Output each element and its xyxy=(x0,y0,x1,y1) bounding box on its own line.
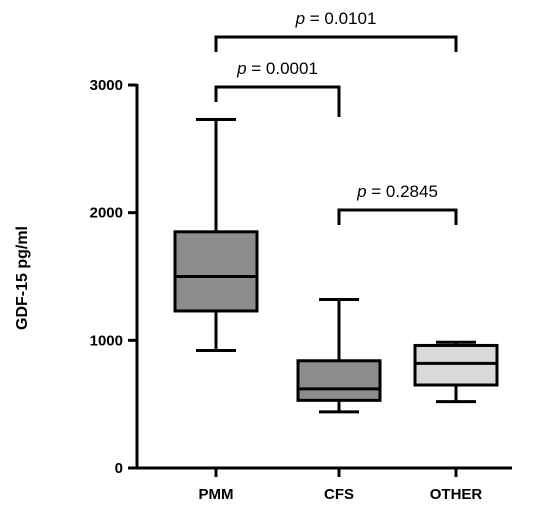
significance-bracket xyxy=(337,208,458,225)
p-symbol: p xyxy=(295,9,305,28)
x-tick-label: OTHER xyxy=(430,486,483,503)
significance-label: p = 0.0101 xyxy=(295,9,377,28)
significance-label: p = 0.2845 xyxy=(356,182,438,201)
y-axis-label: GDF-15 pg/ml xyxy=(14,226,31,330)
box-cfs xyxy=(296,359,382,402)
p-value: = 0.2845 xyxy=(367,182,438,201)
y-tick-label: 0 xyxy=(115,460,123,477)
box-other xyxy=(413,343,499,387)
x-tick-label: PMM xyxy=(199,486,234,503)
y-tick-label: 2000 xyxy=(90,205,123,222)
significance-label: p = 0.0001 xyxy=(236,59,318,78)
box-pmm xyxy=(173,230,259,313)
p-value: = 0.0001 xyxy=(247,59,318,78)
p-symbol: p xyxy=(356,182,366,201)
p-symbol: p xyxy=(236,59,246,78)
p-value: = 0.0101 xyxy=(305,9,376,28)
x-tick-label: CFS xyxy=(324,486,354,503)
y-tick-label: 3000 xyxy=(90,77,123,94)
significance-bracket xyxy=(214,35,458,52)
y-tick-label: 1000 xyxy=(90,332,123,349)
significance-bracket xyxy=(214,85,341,117)
